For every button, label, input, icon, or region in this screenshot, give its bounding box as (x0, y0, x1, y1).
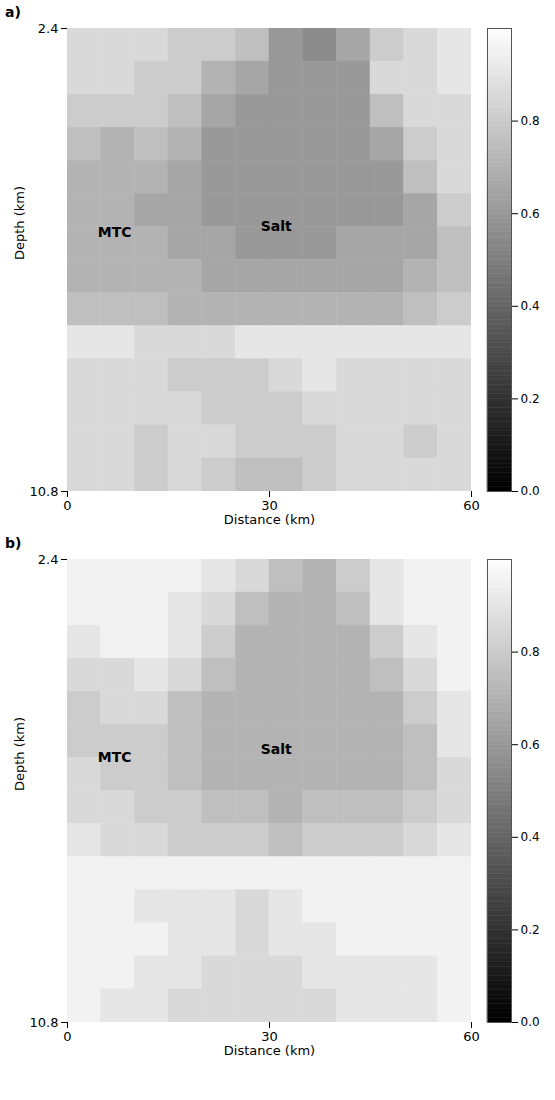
svg-text:0.2: 0.2 (521, 392, 540, 406)
svg-text:MTC: MTC (98, 749, 132, 765)
svg-text:0.0: 0.0 (521, 1015, 540, 1029)
svg-text:Salt: Salt (261, 218, 292, 234)
svg-text:2.4: 2.4 (38, 21, 59, 36)
svg-text:0.8: 0.8 (521, 114, 540, 128)
svg-text:0: 0 (63, 498, 71, 513)
svg-text:MTC: MTC (98, 224, 132, 240)
svg-text:0.8: 0.8 (521, 645, 540, 659)
svg-text:10.8: 10.8 (30, 484, 59, 499)
svg-text:Distance (km): Distance (km) (224, 1043, 315, 1058)
html-text:a): a) (5, 4, 21, 20)
svg-text:0.6: 0.6 (521, 738, 540, 752)
svg-text:0.4: 0.4 (521, 830, 540, 844)
svg-text:60: 60 (463, 498, 480, 513)
svg-text:0.6: 0.6 (521, 207, 540, 221)
svg-text:Distance (km): Distance (km) (224, 512, 315, 527)
svg-text:0: 0 (63, 1029, 71, 1044)
svg-text:0.0: 0.0 (521, 484, 540, 498)
svg-text:0.4: 0.4 (521, 299, 540, 313)
svg-text:0.2: 0.2 (521, 923, 540, 937)
svg-text:2.4: 2.4 (38, 552, 59, 567)
svg-text:Depth (km): Depth (km) (12, 717, 27, 791)
svg-text:Depth (km): Depth (km) (12, 186, 27, 260)
svg-text:60: 60 (463, 1029, 480, 1044)
svg-text:Salt: Salt (261, 741, 292, 757)
svg-text:30: 30 (261, 1029, 278, 1044)
svg-text:10.8: 10.8 (30, 1015, 59, 1030)
svg-text:30: 30 (261, 498, 278, 513)
html-text:b): b) (5, 535, 22, 551)
